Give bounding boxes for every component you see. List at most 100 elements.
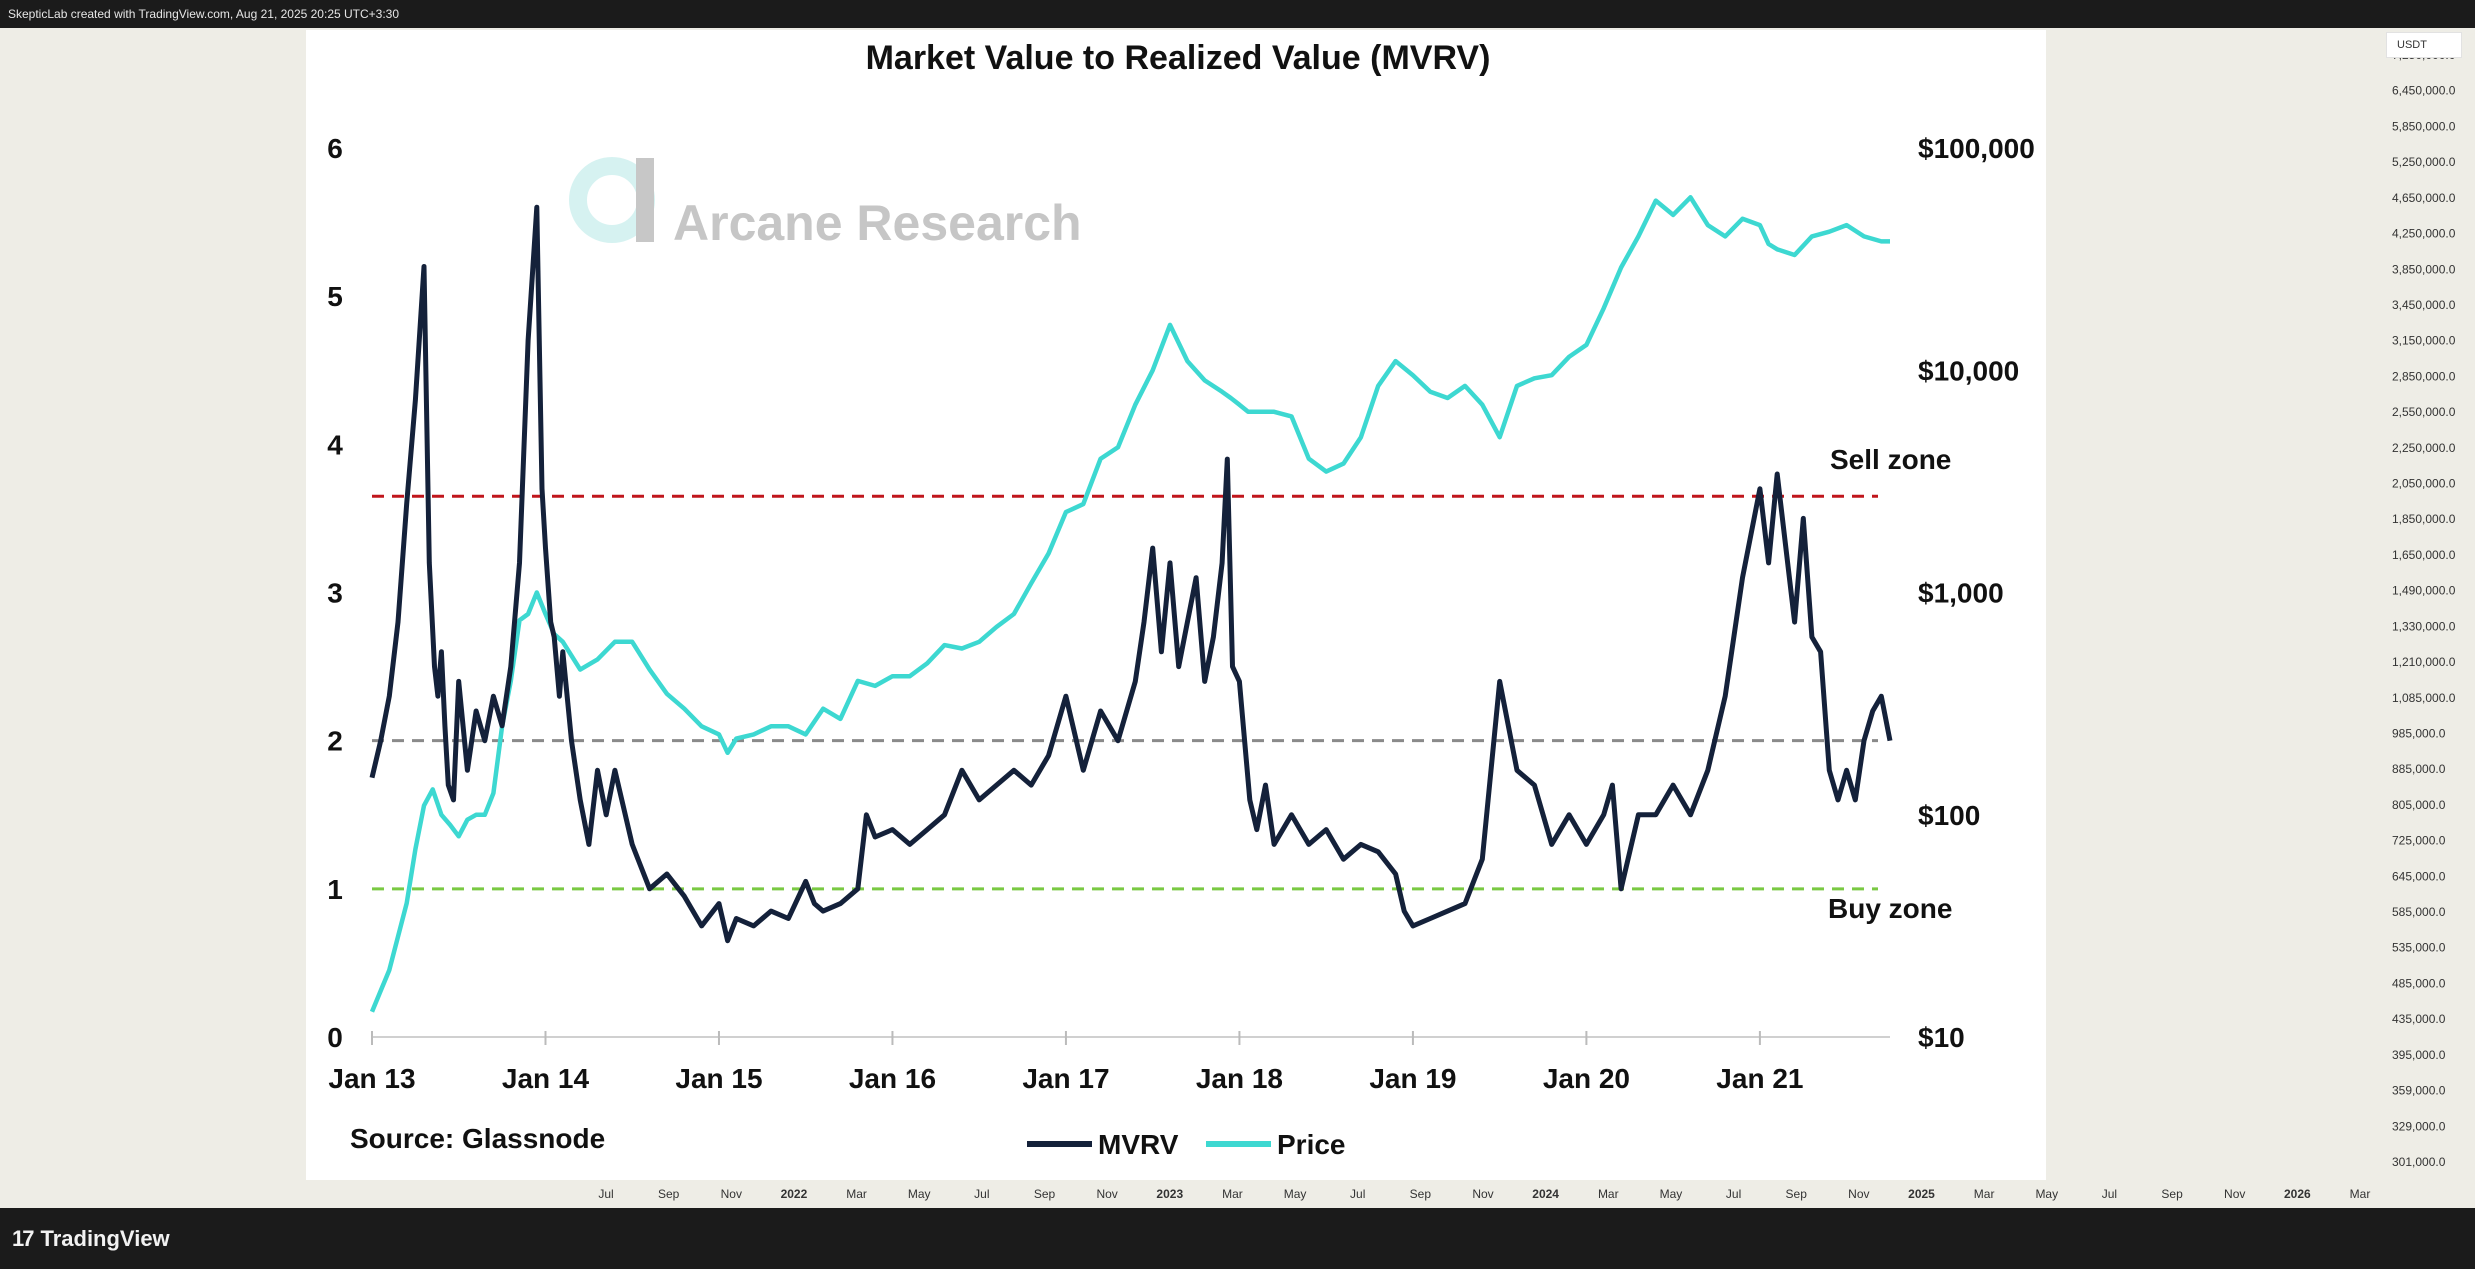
price-scale-label: 6,450,000.0 [2392, 84, 2456, 98]
time-scale-label: May [908, 1187, 931, 1201]
price-scale-label: 329,000.0 [2392, 1119, 2446, 1133]
x-tick-label: Jan 19 [1369, 1063, 1456, 1094]
price-scale-label: 3,450,000.0 [2392, 298, 2456, 312]
time-scale-label: Mar [1598, 1187, 1619, 1201]
price-scale-label: 1,850,000.0 [2392, 512, 2456, 526]
right-axis-tick: $100 [1918, 800, 1980, 831]
legend: MVRV Price [1027, 1129, 1346, 1160]
price-scale-label: 1,490,000.0 [2392, 584, 2456, 598]
x-tick-label: Jan 17 [1022, 1063, 1109, 1094]
time-scale-label: Nov [1096, 1187, 1117, 1201]
chart-area: Arcane Research Market Value to Realized… [306, 30, 2456, 1201]
price-scale-label: 535,000.0 [2392, 941, 2446, 955]
x-tick-label: Jan 13 [328, 1063, 415, 1094]
price-scale-label: 1,650,000.0 [2392, 548, 2456, 562]
price-scale-label: 359,000.0 [2392, 1084, 2446, 1098]
price-scale-label: 1,210,000.0 [2392, 655, 2456, 669]
right-axis-tick: $100,000 [1918, 133, 2035, 164]
x-tick-label: Jan 18 [1196, 1063, 1283, 1094]
left-axis-tick: 6 [327, 133, 343, 164]
x-tick-label: Jan 14 [502, 1063, 590, 1094]
source-label: Source: Glassnode [350, 1123, 605, 1154]
price-scale-label: 585,000.0 [2392, 905, 2446, 919]
time-scale-label: Mar [1974, 1187, 1995, 1201]
price-scale-label: 2,850,000.0 [2392, 369, 2456, 383]
time-scale-label: Jul [2102, 1187, 2117, 1201]
time-scale-label: Jul [598, 1187, 613, 1201]
left-axis-tick: 0 [327, 1022, 343, 1053]
time-scale-label: May [2035, 1187, 2058, 1201]
price-scale-label: 435,000.0 [2392, 1012, 2446, 1026]
right-axis-tick: $10,000 [1918, 355, 2019, 386]
time-scale-label: Sep [1410, 1187, 1432, 1201]
attribution-bar: SkepticLab created with TradingView.com,… [0, 0, 2475, 28]
price-scale-label: 1,085,000.0 [2392, 691, 2456, 705]
time-scale-label: 2023 [1156, 1187, 1183, 1201]
chart-title: Market Value to Realized Value (MVRV) [866, 39, 1491, 77]
annotation-buy-zone: Buy zone [1828, 893, 1952, 924]
price-scale-label: 2,550,000.0 [2392, 405, 2456, 419]
left-axis-tick: 1 [327, 874, 343, 905]
time-scale-label: 2025 [1908, 1187, 1935, 1201]
attribution-text: SkepticLab created with TradingView.com,… [8, 7, 400, 21]
time-scale-label: Jul [974, 1187, 989, 1201]
currency-label[interactable]: USDT [2386, 32, 2462, 58]
time-scale-label: May [1660, 1187, 1683, 1201]
price-scale-label: 395,000.0 [2392, 1048, 2446, 1062]
time-scale-label: Sep [2161, 1187, 2183, 1201]
price-scale-label: 5,850,000.0 [2392, 119, 2456, 133]
price-scale-label: 985,000.0 [2392, 726, 2446, 740]
price-scale-label: 2,250,000.0 [2392, 441, 2456, 455]
price-scale-label: 1,330,000.0 [2392, 619, 2456, 633]
price-scale-label: 485,000.0 [2392, 976, 2446, 990]
arcane-watermark [569, 157, 655, 243]
tradingview-logo-icon: 17 [12, 1226, 35, 1251]
watermark-text: Arcane Research [673, 195, 1082, 251]
right-axis-tick: $10 [1918, 1022, 1965, 1053]
price-scale[interactable]: 7,250,000.06,450,000.05,850,000.05,250,0… [2392, 48, 2456, 1169]
time-scale-label: May [1284, 1187, 1307, 1201]
price-scale-label: 645,000.0 [2392, 869, 2446, 883]
series-line-mvrv [369, 204, 1893, 944]
time-scale-label: Nov [1472, 1187, 1493, 1201]
time-scale-label: 2022 [781, 1187, 808, 1201]
series-line-price [369, 195, 1890, 1013]
price-scale-label: 805,000.0 [2392, 798, 2446, 812]
time-scale-label: Mar [1222, 1187, 1243, 1201]
price-scale-label: 3,150,000.0 [2392, 334, 2456, 348]
price-scale-label: 5,250,000.0 [2392, 155, 2456, 169]
left-axis-tick: 3 [327, 578, 343, 609]
price-scale-label: 4,650,000.0 [2392, 191, 2456, 205]
left-axis-tick: 2 [327, 726, 343, 757]
left-axis-tick: 4 [327, 429, 343, 460]
time-scale-label: Nov [2224, 1187, 2245, 1201]
time-scale-label: Jul [1350, 1187, 1365, 1201]
legend-label-price: Price [1277, 1129, 1346, 1160]
time-scale-label: Sep [658, 1187, 680, 1201]
annotation-sell-zone: Sell zone [1830, 444, 1951, 475]
time-scale-label: Nov [721, 1187, 742, 1201]
time-scale[interactable]: Jul Sep Nov 2022 Mar May Jul Sep Nov 2023 Mar May Ju… [598, 1187, 2370, 1201]
left-axis-tick: 5 [327, 281, 343, 312]
x-tick-label: Jan 16 [849, 1063, 936, 1094]
brand-label: TradingView [40, 1226, 170, 1251]
price-scale-label: 885,000.0 [2392, 762, 2446, 776]
x-tick-label: Jan 20 [1543, 1063, 1630, 1094]
legend-label-mvrv: MVRV [1098, 1129, 1179, 1160]
time-scale-label: Sep [1786, 1187, 1808, 1201]
price-scale-label: 4,250,000.0 [2392, 227, 2456, 241]
time-scale-label: Sep [1034, 1187, 1056, 1201]
x-tick-label: Jan 21 [1716, 1063, 1803, 1094]
tradingview-brand[interactable]: 17 TradingView [12, 1226, 170, 1252]
price-scale-label: 2,050,000.0 [2392, 477, 2456, 491]
right-axis-tick: $1,000 [1918, 578, 2004, 609]
time-scale-label: Mar [2350, 1187, 2371, 1201]
time-scale-label: Mar [846, 1187, 867, 1201]
bottom-bar: 17 TradingView [0, 1208, 2475, 1269]
price-scale-label: 301,000.0 [2392, 1155, 2446, 1169]
time-scale-label: Nov [1848, 1187, 1869, 1201]
time-scale-label: 2026 [2284, 1187, 2311, 1201]
x-tick-label: Jan 15 [675, 1063, 762, 1094]
price-scale-label: 725,000.0 [2392, 834, 2446, 848]
time-scale-label: 2024 [1532, 1187, 1559, 1201]
